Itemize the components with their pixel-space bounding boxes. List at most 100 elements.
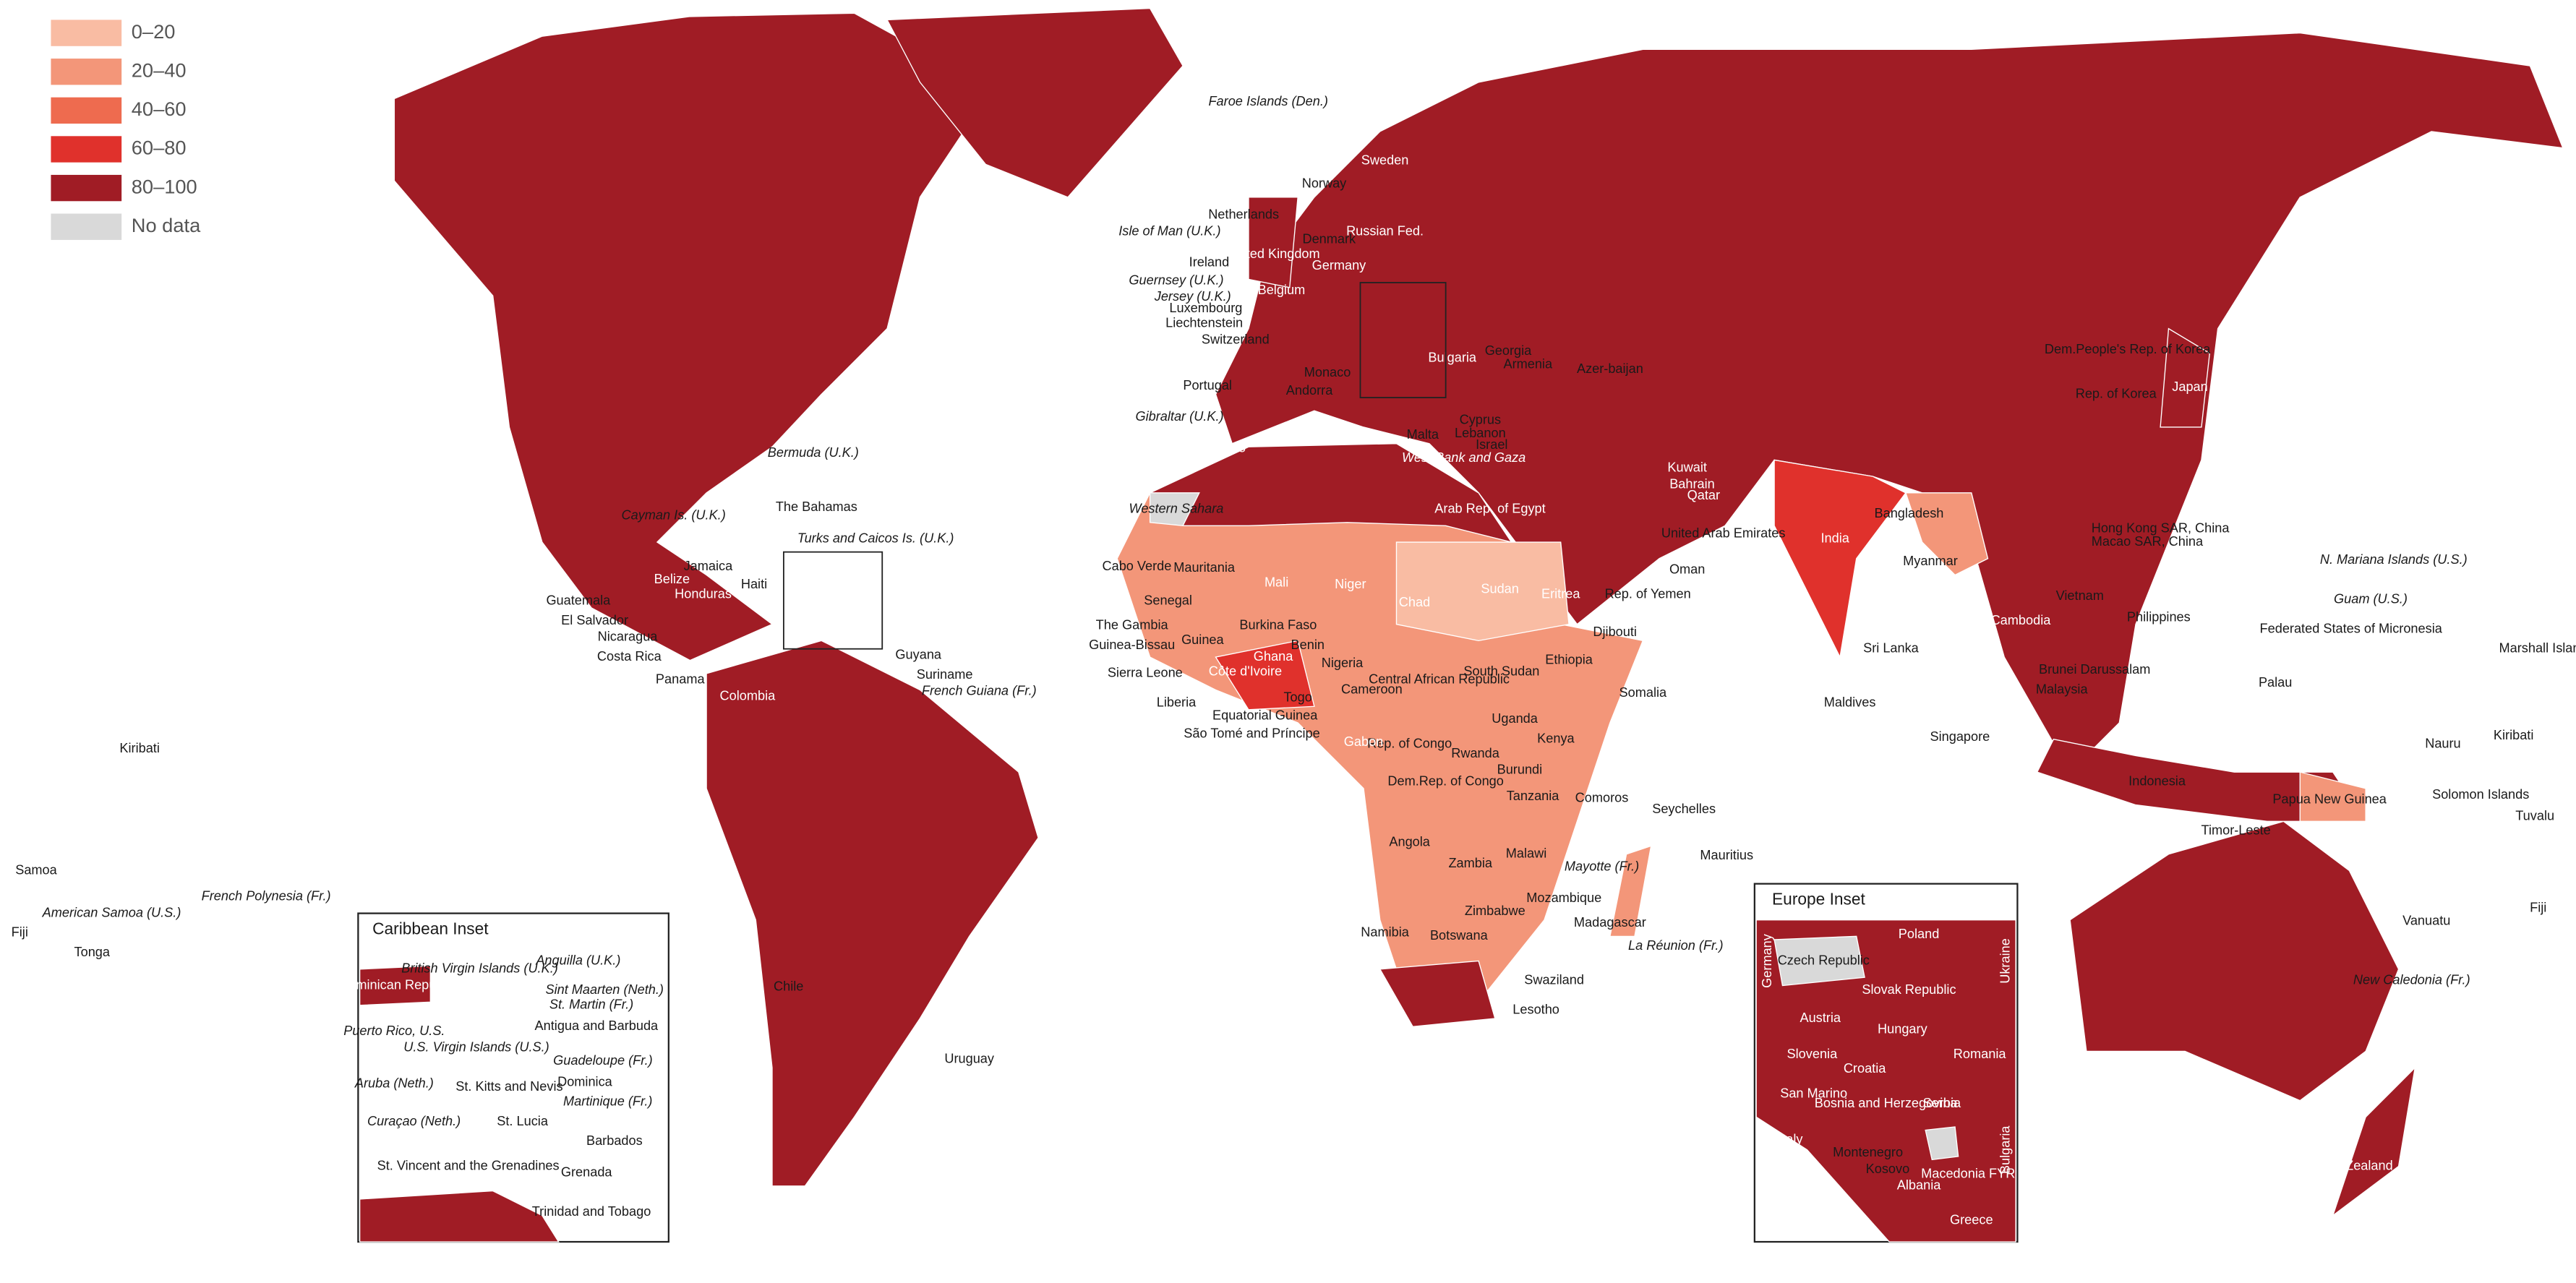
legend-label: 40–60 (132, 98, 187, 120)
country-label: Chile (774, 979, 803, 994)
inset-label: Dominica (557, 1074, 613, 1089)
inset-label: Grenada (561, 1164, 613, 1179)
country-label: Kenya (1537, 731, 1575, 746)
country-label: Liberia (1157, 695, 1197, 710)
country-label: Andorra (1286, 383, 1333, 398)
country-label: Denmark (1302, 232, 1356, 246)
inset-label: Bulgaria (1998, 1125, 2012, 1175)
country-label: French Guiana (Fr.) (922, 684, 1037, 698)
country-label: Singapore (1930, 729, 1990, 744)
country-label: Côte d'Ivoire (1209, 664, 1282, 678)
country-label: Equatorial Guinea (1212, 708, 1318, 723)
country-label: Guinea-Bissau (1089, 638, 1175, 652)
western-sahara (1149, 492, 1200, 527)
country-label: Chad (1399, 595, 1430, 609)
country-label: Norway (1302, 176, 1347, 190)
country-label: Myanmar (1903, 554, 1958, 568)
country-label: Cameroon (1341, 682, 1403, 696)
inset-label: St. Martin (Fr.) (549, 997, 633, 1012)
country-label: Morocco (1196, 440, 1246, 455)
inset-label: Guadeloupe (Fr.) (553, 1053, 653, 1068)
inset-label: Hungary (1878, 1022, 1928, 1037)
country-label: Zambia (1448, 856, 1492, 870)
country-label: Nigeria (1322, 656, 1364, 670)
country-label: Senegal (1144, 593, 1192, 608)
british-isles (1248, 197, 1298, 288)
country-label: Monaco (1304, 365, 1351, 379)
country-label: Nicaragua (598, 630, 659, 644)
country-label: Central African Republic (1369, 672, 1510, 687)
country-label: Angola (1389, 835, 1430, 849)
country-label: Germany (1312, 258, 1367, 273)
inset-label: Albania (1897, 1178, 1941, 1193)
country-label: Georgia (1485, 343, 1532, 358)
country-label: Tonga (74, 945, 111, 959)
inset-label: Barbados (586, 1133, 643, 1148)
country-label: United Kingdom (1226, 246, 1319, 261)
country-label: United Arab Emirates (1661, 525, 1786, 540)
inset-label: Martinique (Fr.) (563, 1094, 652, 1109)
inset-label: Serbia (1923, 1096, 1961, 1110)
country-label: Malta (1407, 427, 1439, 442)
country-label: Western Sahara (1129, 501, 1224, 515)
country-label: Suriname (917, 667, 973, 682)
country-label: Russian Fed. (1346, 223, 1424, 238)
inset-label: Anguilla (U.K.) (535, 953, 620, 967)
country-label: Lebanon (1455, 426, 1506, 440)
country-label: Togo (1283, 690, 1311, 705)
country-label: New Zealand (2316, 1158, 2393, 1172)
country-label: Rep. of Korea (2076, 386, 2157, 400)
country-label: New Caledonia (Fr.) (2353, 973, 2470, 987)
country-label: Vietnam (2056, 588, 2104, 603)
country-label: Israel (1476, 437, 1507, 452)
country-label: Uruguay (944, 1052, 995, 1066)
country-label: Fiji (12, 925, 28, 940)
country-label: Benin (1291, 638, 1325, 652)
country-label: Tunisia (1346, 431, 1389, 445)
country-label: Cambodia (1991, 613, 2052, 627)
country-label: Bermuda (U.K.) (768, 445, 859, 460)
country-label: Rep. of Congo (1367, 736, 1452, 750)
myanmar (1904, 492, 1989, 576)
country-label: Belgium (1258, 283, 1306, 297)
country-label: Panama (656, 672, 706, 687)
west-coast (1215, 640, 1315, 711)
country-label: Faroe Islands (Den.) (1208, 94, 1328, 108)
inset-label: St. Lucia (497, 1114, 549, 1128)
north-america (393, 12, 987, 661)
country-label: Cuba (722, 529, 754, 544)
country-label: Kiribati (2494, 728, 2534, 742)
country-label: Tuvalu (2515, 808, 2554, 823)
country-label: Namibia (1361, 925, 1409, 940)
inset-label: Kosovo (1866, 1162, 1910, 1176)
inset-label: Bosnia and Herzegovina (1815, 1096, 1959, 1110)
country-label: Eritrea (1541, 587, 1580, 601)
country-label: Nauru (2425, 736, 2460, 750)
inset-label: Italy (1779, 1132, 1803, 1146)
inset-label: British Virgin Islands (U.K.) (401, 961, 558, 976)
inset-label: San Marino (1780, 1086, 1847, 1100)
country-label: Arab Rep. of Egypt (1434, 501, 1545, 515)
papua-new-guinea (2299, 771, 2366, 823)
inset-content: Caribbean Inset Europe Inset Dominican Rep… (339, 889, 2016, 1243)
country-label: Qatar (1687, 488, 1720, 502)
legend-label: 60–80 (132, 137, 187, 159)
legend-label: No data (132, 214, 201, 236)
country-label: Oman (1669, 562, 1705, 576)
inset-label: Slovak Republic (1862, 982, 1956, 997)
country-label: Madagascar (1574, 915, 1646, 930)
inset-label: Antigua and Barbuda (535, 1018, 659, 1033)
india (1773, 459, 1907, 659)
country-label: Malaysia (2036, 682, 2089, 696)
country-label: Jamaica (684, 559, 734, 573)
inset-label: Curaçao (Neth.) (367, 1114, 461, 1128)
country-label: Vanuatu (2402, 914, 2450, 928)
country-label: American Samoa (U.S.) (42, 905, 181, 919)
country-label: São Tomé and Príncipe (1184, 726, 1319, 741)
country-label: Ireland (1189, 255, 1230, 270)
country-label: South Sudan (1463, 664, 1539, 678)
inset-locator (782, 551, 883, 650)
inset-label: U.S. Virgin Islands (U.S.) (403, 1040, 549, 1055)
